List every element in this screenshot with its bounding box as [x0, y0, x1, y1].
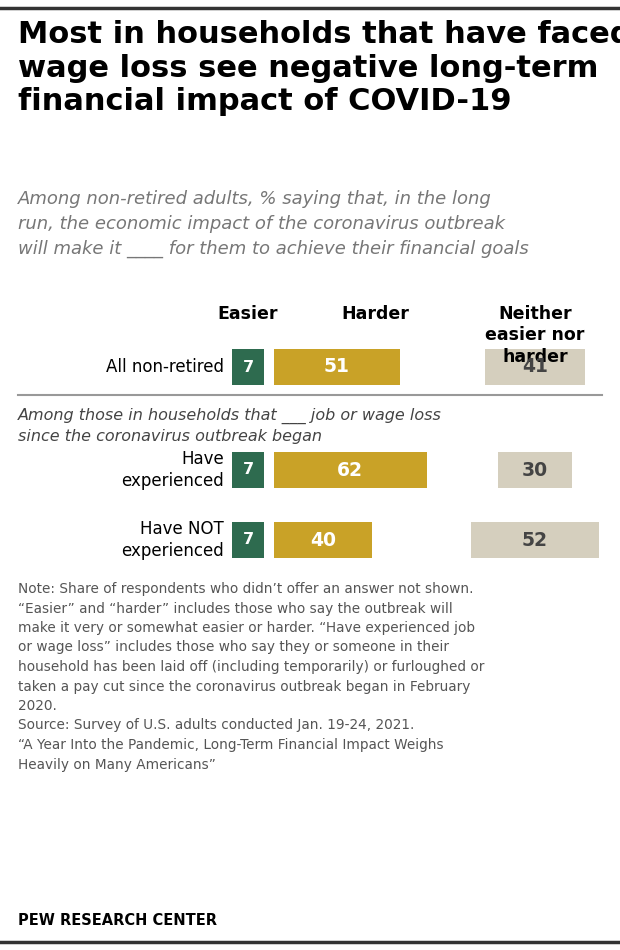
Text: 7: 7	[242, 359, 254, 374]
Bar	[471, 522, 599, 558]
Bar	[485, 349, 585, 385]
Bar	[232, 349, 264, 385]
Text: 7: 7	[242, 463, 254, 478]
Bar	[498, 452, 572, 488]
Text: 40: 40	[310, 530, 336, 549]
Text: PEW RESEARCH CENTER: PEW RESEARCH CENTER	[18, 913, 217, 928]
Text: 41: 41	[522, 357, 548, 376]
Text: Have NOT
experienced: Have NOT experienced	[122, 520, 224, 560]
Text: Harder: Harder	[341, 305, 409, 323]
Text: Note: Share of respondents who didn’t offer an answer not shown.
“Easier” and “h: Note: Share of respondents who didn’t of…	[18, 582, 484, 771]
Bar	[232, 452, 264, 488]
Text: 30: 30	[522, 461, 548, 480]
Bar	[274, 522, 373, 558]
Text: Most in households that have faced job,
wage loss see negative long-term
financi: Most in households that have faced job, …	[18, 20, 620, 116]
Bar	[274, 349, 399, 385]
Bar	[274, 452, 427, 488]
Text: All non-retired: All non-retired	[106, 358, 224, 376]
Text: Among those in households that ___ job or wage loss
since the coronavirus outbre: Among those in households that ___ job o…	[18, 408, 442, 444]
Text: Neither
easier nor
harder: Neither easier nor harder	[485, 305, 585, 366]
Bar	[232, 522, 264, 558]
Text: 7: 7	[242, 533, 254, 547]
Text: 62: 62	[337, 461, 363, 480]
Text: 51: 51	[324, 357, 350, 376]
Text: Have
experienced: Have experienced	[122, 450, 224, 490]
Text: Among non-retired adults, % saying that, in the long
run, the economic impact of: Among non-retired adults, % saying that,…	[18, 190, 529, 258]
Text: 52: 52	[522, 530, 548, 549]
Text: Easier: Easier	[218, 305, 278, 323]
